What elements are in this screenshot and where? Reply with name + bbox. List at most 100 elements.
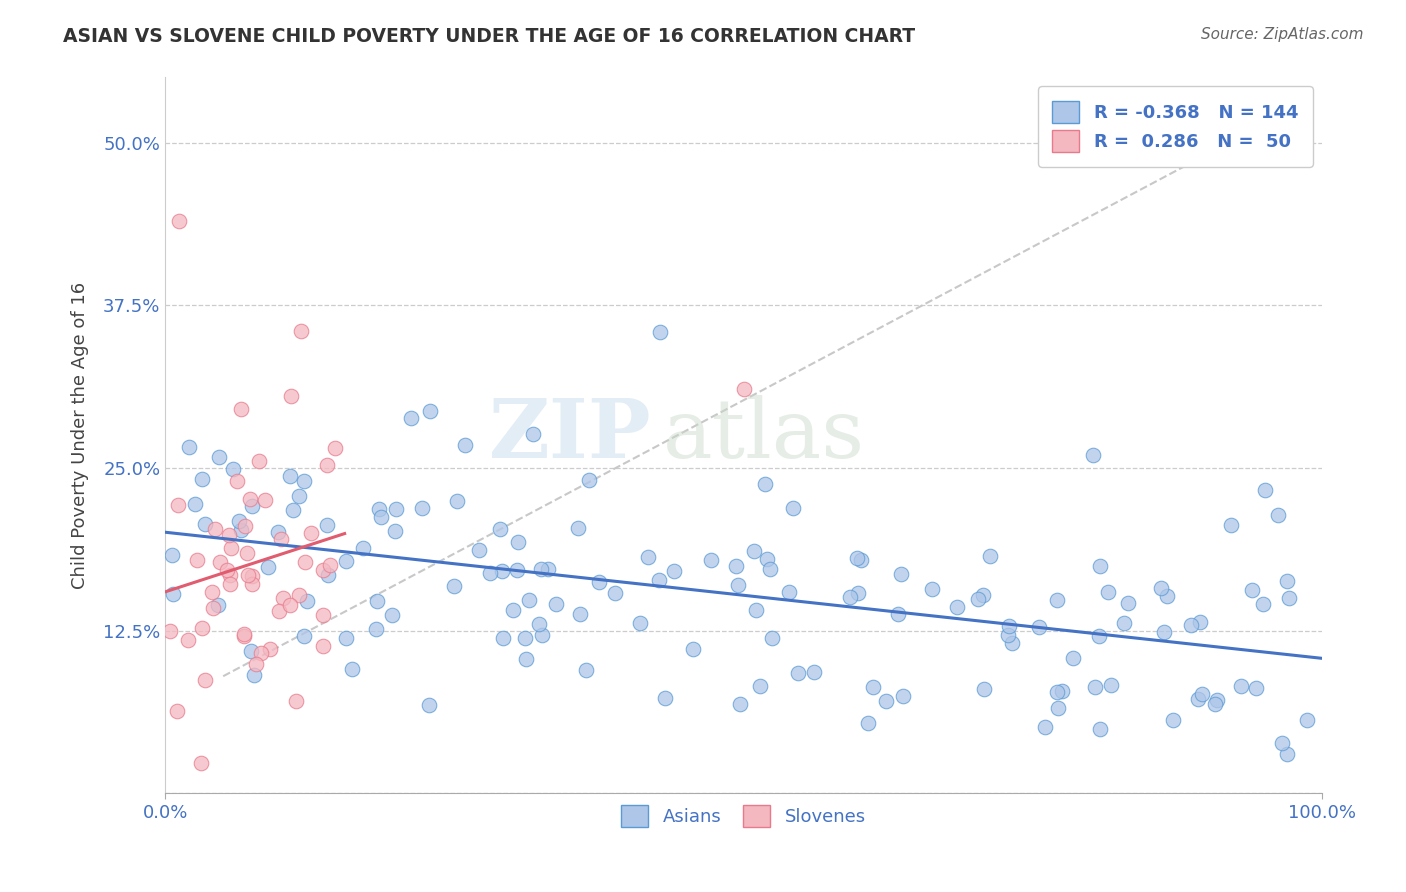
Point bbox=[267, 524, 290, 539]
Point bbox=[845, 550, 868, 565]
Point bbox=[749, 680, 772, 694]
Point bbox=[218, 528, 240, 542]
Point bbox=[270, 532, 292, 546]
Point bbox=[967, 592, 990, 607]
Point bbox=[1267, 508, 1289, 522]
Point bbox=[588, 574, 610, 589]
Point bbox=[1081, 448, 1104, 462]
Point bbox=[453, 438, 475, 452]
Point bbox=[287, 588, 309, 602]
Point bbox=[778, 584, 800, 599]
Point bbox=[1251, 597, 1274, 611]
Point bbox=[997, 627, 1019, 641]
Point bbox=[240, 577, 263, 591]
Point bbox=[167, 213, 190, 227]
Point bbox=[782, 501, 804, 516]
Point bbox=[1229, 680, 1251, 694]
Point bbox=[578, 473, 600, 487]
Point bbox=[1220, 518, 1243, 533]
Point bbox=[229, 523, 252, 537]
Point bbox=[190, 756, 212, 771]
Point bbox=[207, 599, 229, 613]
Point bbox=[479, 566, 502, 581]
Point bbox=[603, 586, 626, 600]
Point bbox=[311, 639, 333, 653]
Point bbox=[887, 607, 910, 621]
Point bbox=[998, 619, 1021, 633]
Point bbox=[160, 549, 183, 563]
Point bbox=[384, 524, 406, 539]
Point bbox=[513, 631, 536, 645]
Point bbox=[575, 663, 598, 677]
Point bbox=[491, 564, 513, 578]
Point bbox=[1088, 558, 1111, 573]
Point bbox=[247, 454, 270, 468]
Point bbox=[527, 616, 550, 631]
Point bbox=[890, 567, 912, 582]
Point bbox=[184, 497, 207, 511]
Point bbox=[284, 694, 307, 708]
Point bbox=[299, 526, 322, 541]
Point bbox=[204, 522, 226, 536]
Point bbox=[664, 564, 686, 578]
Point bbox=[1046, 685, 1069, 699]
Point bbox=[411, 501, 433, 516]
Point bbox=[1033, 720, 1056, 734]
Point bbox=[219, 568, 242, 582]
Point bbox=[1206, 693, 1229, 707]
Point bbox=[846, 586, 869, 600]
Point bbox=[648, 325, 671, 339]
Point bbox=[194, 516, 217, 531]
Point bbox=[335, 554, 357, 568]
Point bbox=[240, 568, 263, 582]
Point bbox=[364, 622, 387, 636]
Point bbox=[221, 462, 243, 476]
Point bbox=[730, 697, 752, 711]
Point bbox=[725, 558, 748, 573]
Point bbox=[194, 673, 217, 687]
Point bbox=[1062, 651, 1084, 665]
Point bbox=[1271, 736, 1294, 750]
Point bbox=[1275, 747, 1298, 762]
Point bbox=[253, 493, 276, 508]
Point bbox=[159, 624, 181, 639]
Point bbox=[489, 522, 512, 536]
Point bbox=[1112, 616, 1135, 631]
Point bbox=[208, 555, 231, 569]
Point bbox=[221, 541, 243, 555]
Point bbox=[399, 410, 422, 425]
Point bbox=[278, 599, 301, 613]
Point bbox=[1047, 700, 1070, 714]
Point bbox=[1180, 618, 1202, 632]
Point bbox=[419, 404, 441, 418]
Point bbox=[1161, 713, 1184, 727]
Point bbox=[891, 689, 914, 703]
Point bbox=[727, 578, 749, 592]
Point bbox=[849, 553, 872, 567]
Point bbox=[232, 627, 254, 641]
Point bbox=[316, 458, 339, 473]
Point bbox=[312, 607, 335, 622]
Point bbox=[973, 681, 995, 696]
Point bbox=[522, 426, 544, 441]
Point bbox=[515, 651, 537, 665]
Y-axis label: Child Poverty Under the Age of 16: Child Poverty Under the Age of 16 bbox=[72, 282, 89, 589]
Point bbox=[654, 690, 676, 705]
Text: ZIP: ZIP bbox=[488, 395, 651, 475]
Point bbox=[1028, 620, 1050, 634]
Point bbox=[352, 541, 374, 555]
Point bbox=[862, 680, 884, 694]
Point bbox=[648, 573, 671, 587]
Point bbox=[319, 558, 342, 572]
Point bbox=[228, 514, 250, 528]
Point bbox=[1156, 589, 1178, 603]
Point bbox=[315, 517, 337, 532]
Point bbox=[1189, 615, 1212, 630]
Point bbox=[972, 588, 994, 602]
Point bbox=[733, 382, 755, 396]
Text: ASIAN VS SLOVENE CHILD POVERTY UNDER THE AGE OF 16 CORRELATION CHART: ASIAN VS SLOVENE CHILD POVERTY UNDER THE… bbox=[63, 27, 915, 45]
Point bbox=[190, 472, 212, 486]
Point bbox=[502, 602, 524, 616]
Point bbox=[979, 549, 1001, 564]
Point bbox=[167, 498, 190, 512]
